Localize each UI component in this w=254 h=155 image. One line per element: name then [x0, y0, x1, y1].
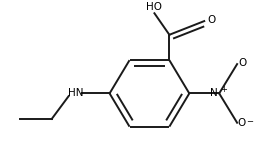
- Text: −: −: [246, 117, 253, 126]
- Text: HN: HN: [68, 88, 84, 98]
- Text: O: O: [239, 58, 247, 68]
- Text: HO: HO: [146, 2, 162, 12]
- Text: N: N: [210, 88, 218, 98]
- Text: +: +: [220, 85, 227, 94]
- Text: O: O: [207, 15, 215, 25]
- Text: O: O: [237, 118, 246, 128]
